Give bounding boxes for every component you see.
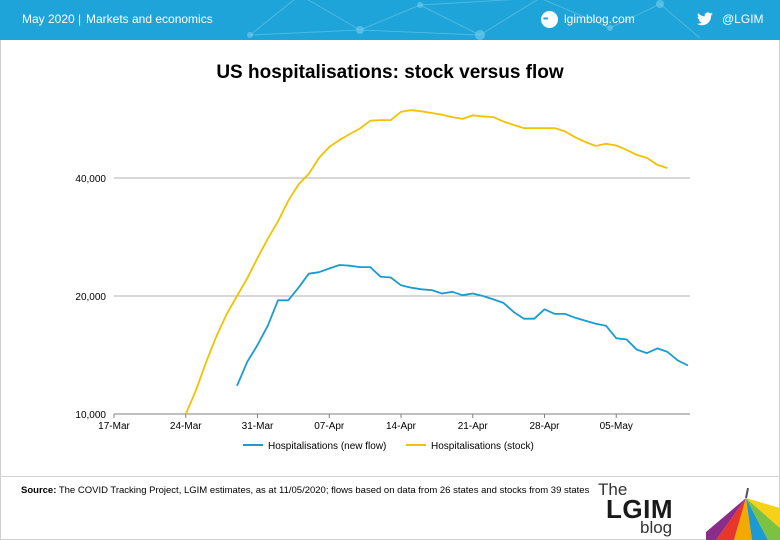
lgim-blog-logo[interactable]: The LGIM blog: [598, 480, 780, 540]
twitter-bird-icon[interactable]: [697, 12, 713, 26]
logo-the: The: [598, 480, 628, 499]
header-section-link[interactable]: Markets and economics: [86, 12, 213, 26]
x-tick-label: 17-Mar: [98, 421, 130, 432]
x-tick-label: 24-Mar: [170, 421, 202, 432]
header-date: May 2020: [22, 12, 75, 26]
network-pattern: [247, 0, 701, 40]
x-tick-label: 31-Mar: [242, 421, 274, 432]
header-separator: |: [78, 12, 82, 26]
logo-lgim: LGIM: [606, 494, 673, 524]
logo-blog: blog: [640, 518, 673, 537]
legend-label: Hospitalisations (stock): [431, 441, 534, 452]
chart-title: US hospitalisations: stock versus flow: [216, 62, 564, 83]
header-bar: May 2020 | Markets and economics ••• lgi…: [0, 0, 780, 40]
umbrella-icon: [706, 488, 780, 540]
y-tick-label: 40,000: [75, 174, 106, 185]
x-tick-label: 28-Apr: [529, 421, 560, 432]
x-tick-label: 14-Apr: [386, 421, 417, 432]
source-text: The COVID Tracking Project, LGIM estimat…: [56, 485, 590, 496]
x-tick-label: 21-Apr: [458, 421, 489, 432]
x-tick-label: 05-May: [600, 421, 633, 432]
twitter-handle-link[interactable]: @LGIM: [722, 12, 764, 26]
footer-divider: [0, 476, 780, 477]
chart-area: 10,000 20,000 40,000 17-Mar 24-Mar 31-Mar 07-A…: [75, 109, 690, 452]
y-tick-label: 20,000: [75, 292, 106, 303]
series-line-stock: [184, 109, 668, 415]
site-link[interactable]: lgimblog.com: [564, 12, 635, 26]
legend-label: Hospitalisations (new flow): [268, 441, 386, 452]
www-dots-icon: •••: [543, 16, 548, 23]
x-tick-label: 07-Apr: [314, 421, 345, 432]
source-label: Source:: [21, 485, 57, 496]
y-tick-label: 10,000: [75, 410, 106, 421]
source-note: Source: The COVID Tracking Project, LGIM…: [21, 485, 589, 496]
globe-www-icon: [541, 11, 558, 28]
series-line-new-flow: [236, 264, 689, 387]
